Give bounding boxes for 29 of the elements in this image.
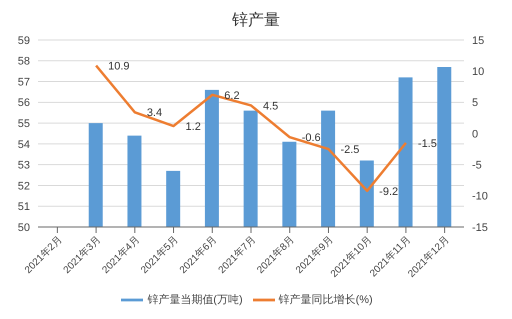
data-label: -0.6 bbox=[302, 132, 321, 144]
y-tick-label: 53 bbox=[18, 160, 30, 172]
data-label: 1.2 bbox=[186, 120, 201, 133]
legend-label: 锌产量当期值(万吨) bbox=[147, 294, 243, 306]
data-label: 10.9 bbox=[108, 60, 130, 72]
data-label: -9.2 bbox=[379, 186, 398, 198]
data-label: 6.2 bbox=[224, 90, 240, 102]
data-label: 3.4 bbox=[146, 107, 162, 120]
y2-tick-label: 0 bbox=[472, 128, 478, 140]
y-tick-label: 55 bbox=[18, 118, 30, 130]
y2-tick-label: 5 bbox=[472, 97, 478, 110]
legend-label: 锌产量同比增长(%) bbox=[278, 294, 373, 306]
data-label: -2.5 bbox=[340, 144, 360, 156]
y-tick-label: 56 bbox=[18, 97, 30, 110]
chart-title: 锌产量 bbox=[231, 10, 281, 31]
y-tick-label: 51 bbox=[18, 201, 30, 214]
y-tick-label: 52 bbox=[18, 180, 30, 192]
y-tick-label: 59 bbox=[18, 34, 30, 47]
y-tick-label: 50 bbox=[18, 222, 30, 234]
data-label: -1.5 bbox=[418, 138, 437, 150]
y2-tick-label: 10 bbox=[472, 66, 484, 78]
y2-tick-label: -15 bbox=[472, 222, 488, 234]
data-label: 4.5 bbox=[263, 100, 278, 112]
y2-tick-label: -5 bbox=[472, 160, 482, 172]
y-tick-label: 58 bbox=[18, 56, 30, 68]
y-tick-label: 54 bbox=[18, 138, 30, 151]
y2-tick-label: -10 bbox=[472, 190, 488, 203]
y2-tick-label: 15 bbox=[472, 34, 484, 47]
y-tick-label: 57 bbox=[18, 76, 30, 88]
